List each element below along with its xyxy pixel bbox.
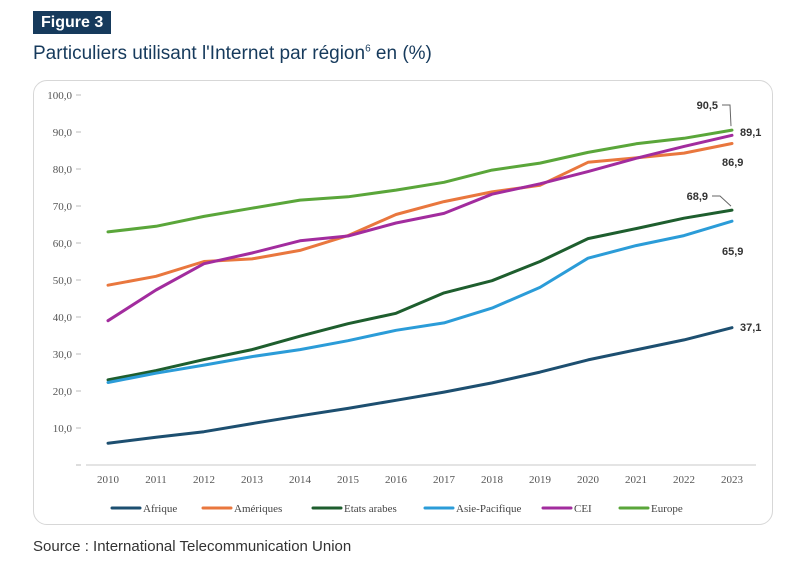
chart-frame [33, 80, 773, 525]
x-tick-label: 2010 [97, 474, 120, 486]
figure-label: Figure 3 [33, 11, 112, 34]
y-tick-label: 20,0 [53, 386, 73, 398]
x-tick-label: 2023 [721, 474, 744, 486]
legend-label: Asie-Pacifique [456, 503, 521, 515]
y-tick-label: 50,0 [53, 275, 73, 287]
end-value-label: 37,1 [740, 322, 761, 334]
source-note: Source : International Telecommunication… [33, 538, 352, 555]
y-tick-label: 60,0 [53, 238, 73, 250]
x-tick-label: 2015 [337, 474, 360, 486]
y-tick-label: 80,0 [53, 164, 73, 176]
chart-title-suffix: en (%) [370, 43, 432, 64]
x-tick-label: 2014 [289, 474, 312, 486]
y-tick-label: 100,0 [47, 90, 72, 102]
y-tick-label: 40,0 [53, 312, 73, 324]
legend-label: Etats arabes [344, 503, 397, 515]
y-tick-label: 30,0 [53, 349, 73, 361]
chart-title: Particuliers utilisant l'Internet par ré… [33, 43, 432, 65]
x-tick-label: 2013 [241, 474, 264, 486]
end-value-label: 65,9 [722, 246, 743, 258]
legend-label: Afrique [143, 503, 177, 515]
x-tick-label: 2016 [385, 474, 408, 486]
end-value-label: 90,5 [697, 100, 718, 112]
x-tick-label: 2011 [145, 474, 167, 486]
end-value-label: 68,9 [687, 191, 708, 203]
y-tick-label: 90,0 [53, 127, 73, 139]
x-tick-label: 2020 [577, 474, 600, 486]
legend-label: Amériques [234, 503, 282, 515]
x-tick-label: 2012 [193, 474, 215, 486]
end-value-label: 86,9 [722, 157, 743, 169]
x-tick-label: 2017 [433, 474, 456, 486]
legend-label: Europe [651, 503, 683, 515]
series-line-europe [106, 128, 734, 234]
series-line-asie-pacifique [106, 219, 734, 384]
x-tick-label: 2022 [673, 474, 695, 486]
legend-label: CEI [574, 503, 592, 515]
end-value-label: 89,1 [740, 127, 761, 139]
x-tick-label: 2019 [529, 474, 552, 486]
end-label-leader [712, 195, 732, 207]
end-label-leader [722, 104, 732, 127]
series-line-cei [106, 133, 734, 323]
x-tick-label: 2021 [625, 474, 647, 486]
y-tick-label: 10,0 [53, 423, 73, 435]
x-tick-label: 2018 [481, 474, 504, 486]
line-chart: 10,0 20,0 30,0 40,0 50,0 60,0 70,0 80,0 90,0 100,… [47, 90, 761, 515]
series-line-afrique [106, 326, 734, 445]
y-tick-label: 70,0 [53, 201, 73, 213]
chart-title-text: Particuliers utilisant l'Internet par ré… [33, 43, 366, 64]
series-line-etats-arabes [106, 208, 734, 382]
chart-title-footnote: 6 [365, 43, 371, 55]
